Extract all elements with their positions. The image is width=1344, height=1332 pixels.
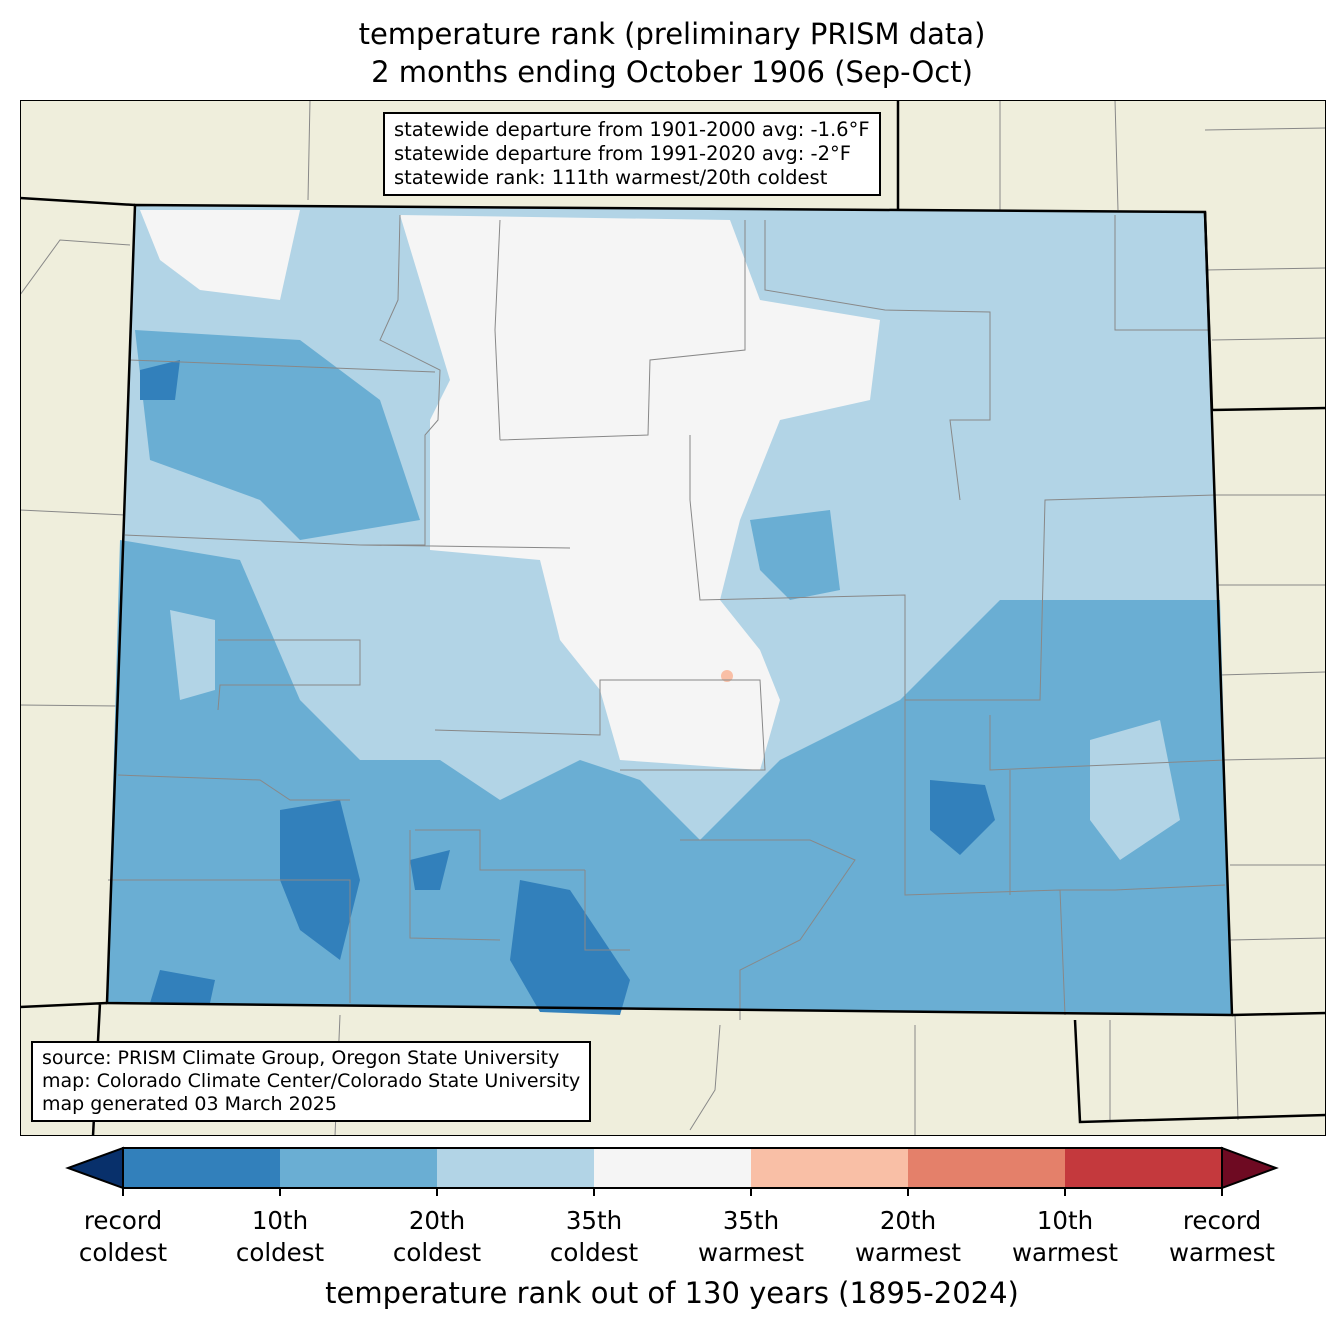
colorbar-tick-label: 20th coldest (357, 1205, 517, 1269)
tick-line2: warmest (1011, 1238, 1118, 1267)
colorbar-segment (908, 1148, 1065, 1188)
tick-line1: 35th (722, 1206, 780, 1235)
colorbar-segment (437, 1148, 594, 1188)
tick-line2: coldest (235, 1238, 325, 1267)
colorbar-tick-label: 10th warmest (985, 1205, 1145, 1269)
map-subtitle: 2 months ending October 1906 (Sep-Oct) (371, 55, 973, 89)
colorbar-tick-label: 20th warmest (828, 1205, 988, 1269)
source-box: source: PRISM Climate Group, Oregon Stat… (31, 1041, 592, 1122)
tick-line1: 20th (879, 1206, 937, 1235)
map-title: temperature rank (preliminary PRISM data… (358, 17, 986, 51)
colorbar-tick-label: record warmest (1142, 1205, 1302, 1269)
tick-line1: record (1182, 1206, 1262, 1235)
tick-line1: 20th (408, 1206, 466, 1235)
colorado-map (20, 100, 1326, 1136)
tick-line1: record (83, 1206, 163, 1235)
colorbar-extend-low (65, 1146, 124, 1190)
colorbar-segment (280, 1148, 437, 1188)
tick-line2: coldest (392, 1238, 482, 1267)
colorbar-segment (751, 1148, 908, 1188)
colorbar-tick-label: 35th coldest (514, 1205, 674, 1269)
colorbar-label: temperature rank out of 130 years (1895-… (325, 1276, 1019, 1310)
stat-rank: statewide rank: 111th warmest/20th colde… (394, 166, 828, 189)
tick-line2: coldest (549, 1238, 639, 1267)
colorbar-segment (123, 1148, 280, 1188)
tick-line1: 10th (251, 1206, 309, 1235)
stat-departure-1991-2020: statewide departure from 1991-2020 avg: … (394, 142, 851, 165)
source-prism: source: PRISM Climate Group, Oregon Stat… (42, 1047, 560, 1069)
colorbar-outline (122, 1147, 1223, 1189)
tick-line1: 10th (1036, 1206, 1094, 1235)
tick-line1: 35th (565, 1206, 623, 1235)
colorbar-tick-label: 35th warmest (671, 1205, 831, 1269)
statewide-stats-box: statewide departure from 1901-2000 avg: … (383, 112, 881, 196)
colorbar-segment (1065, 1148, 1222, 1188)
colorbar-segment (594, 1148, 751, 1188)
colorbar (65, 1146, 1279, 1196)
tick-line2: warmest (1168, 1238, 1275, 1267)
rank-regions (107, 210, 1232, 1015)
colorbar-tick-label: 10th coldest (200, 1205, 360, 1269)
tick-line2: warmest (854, 1238, 961, 1267)
neighbor-county-lines (20, 100, 1326, 1136)
stat-departure-1901-2000: statewide departure from 1901-2000 avg: … (394, 118, 870, 141)
colorbar-extend-high (1221, 1146, 1279, 1190)
tick-line2: warmest (697, 1238, 804, 1267)
colorbar-tick-label: record coldest (43, 1205, 203, 1269)
source-generated-date: map generated 03 March 2025 (42, 1093, 337, 1115)
source-map: map: Colorado Climate Center/Colorado St… (42, 1070, 581, 1092)
tick-line2: coldest (78, 1238, 168, 1267)
county-lines (108, 214, 1226, 1020)
state-borders (20, 100, 1326, 1136)
